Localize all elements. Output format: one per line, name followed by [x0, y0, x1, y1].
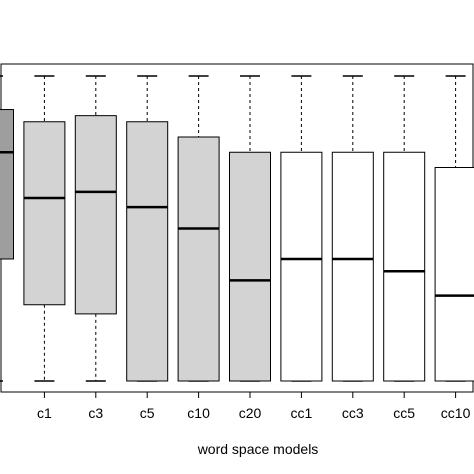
- box-body: [434, 167, 474, 382]
- x-tick-label: c3: [88, 405, 103, 421]
- x-tick-label: c10: [187, 405, 210, 421]
- box-cc3: [331, 75, 374, 382]
- box-cc5: [383, 75, 426, 382]
- x-tick-label: cc10: [441, 405, 471, 421]
- box-body: [331, 151, 374, 382]
- x-tick-label: c20: [239, 405, 262, 421]
- box-body: [74, 115, 117, 315]
- box-body: [229, 151, 271, 382]
- x-tick-label: c1: [37, 405, 52, 421]
- box-cc1: [280, 75, 323, 382]
- box-body: [177, 136, 220, 382]
- box-c3: [74, 75, 117, 382]
- x-tick-label: cc5: [393, 405, 415, 421]
- box-c10: [177, 75, 220, 382]
- x-tick-label: cc1: [291, 405, 313, 421]
- box-body: [126, 121, 169, 382]
- tick-group: nc1c3c5c10c20cc1cc3cc5cc10: [37, 392, 471, 421]
- x-axis-title: word space models: [197, 441, 319, 457]
- box-body: [280, 151, 323, 382]
- box-cc10: [434, 75, 474, 382]
- box-body: [383, 151, 426, 382]
- box-c5: [126, 75, 169, 382]
- box-m: [0, 75, 14, 382]
- box-c20: [229, 75, 271, 382]
- box-body: [23, 121, 66, 306]
- box-group: [0, 75, 474, 382]
- box-c1: [23, 75, 66, 382]
- x-tick-label: c5: [140, 405, 155, 421]
- x-tick-label: cc3: [342, 405, 364, 421]
- box-body: [0, 109, 14, 260]
